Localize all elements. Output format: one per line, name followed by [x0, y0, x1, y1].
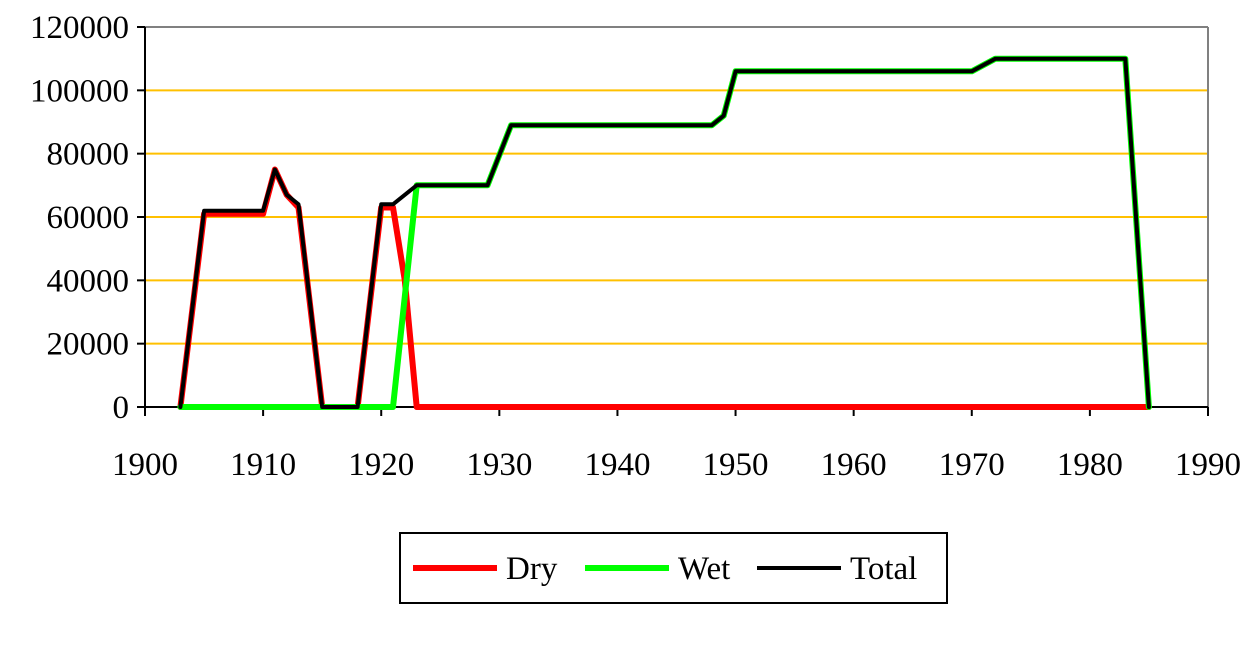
x-tick-label: 1910 [230, 447, 296, 483]
x-tick-label: 1940 [584, 447, 650, 483]
y-tick-label: 20000 [47, 327, 130, 363]
x-tick-label: 1900 [112, 447, 178, 483]
x-tick-label: 1990 [1175, 447, 1241, 483]
y-tick-label: 100000 [30, 73, 129, 109]
x-tick-label: 1970 [939, 447, 1005, 483]
legend-label-total: Total [850, 551, 917, 587]
y-axis-ticks: 0 20000 40000 60000 80000 100000 120000 [30, 10, 145, 426]
y-tick-label: 0 [113, 390, 130, 426]
legend-label-wet: Wet [678, 551, 730, 587]
x-tick-label: 1930 [466, 447, 532, 483]
legend-label-dry: Dry [506, 551, 558, 587]
x-tick-label: 1920 [348, 447, 414, 483]
series-line-total [178, 56, 1151, 409]
legend: Dry Wet Total [399, 532, 948, 604]
y-tick-label: 60000 [47, 200, 130, 236]
y-tick-label: 120000 [30, 10, 129, 46]
gridlines [145, 89, 1208, 345]
x-axis-ticks: 1900 1910 1920 1930 1940 1950 1960 1970 1980 1990 [112, 407, 1241, 483]
x-tick-label: 1980 [1057, 447, 1123, 483]
x-tick-label: 1960 [821, 447, 887, 483]
y-tick-label: 80000 [47, 137, 130, 173]
series-lines [177, 55, 1152, 410]
y-tick-label: 40000 [47, 263, 130, 299]
x-tick-label: 1950 [703, 447, 769, 483]
